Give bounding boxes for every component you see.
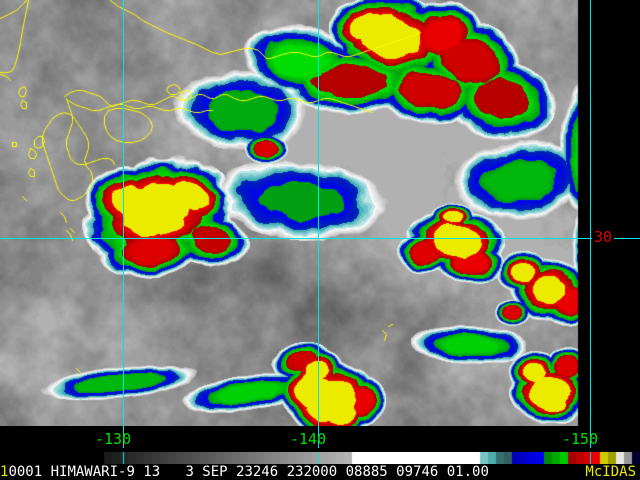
gridline-vertical-0: [123, 0, 124, 448]
mcidas-brand-label: McIDAS: [585, 464, 636, 480]
longitude-label-neg150: -150: [562, 430, 599, 448]
gridline-vertical-2: [590, 0, 591, 448]
longitude-label-neg140: -140: [290, 430, 327, 448]
frame-sequence-number: 1: [0, 464, 9, 480]
colorbar-canvas: [0, 452, 640, 464]
enhancement-colorbar: [0, 452, 640, 464]
gridline-horizontal-0: [0, 238, 640, 239]
gridline-vertical-1: [318, 0, 319, 448]
latitude-label-30: 30: [592, 228, 615, 246]
satellite-ir-canvas: [0, 0, 640, 426]
image-annotation-bar: 10001 HIMAWARI-9 13 3 SEP 23246 232000 0…: [0, 464, 640, 480]
satellite-image-panel: [0, 0, 640, 426]
longitude-label-neg130: -130: [95, 430, 132, 448]
image-metadata-text: 0001 HIMAWARI-9 13 3 SEP 23246 232000 08…: [8, 464, 489, 480]
